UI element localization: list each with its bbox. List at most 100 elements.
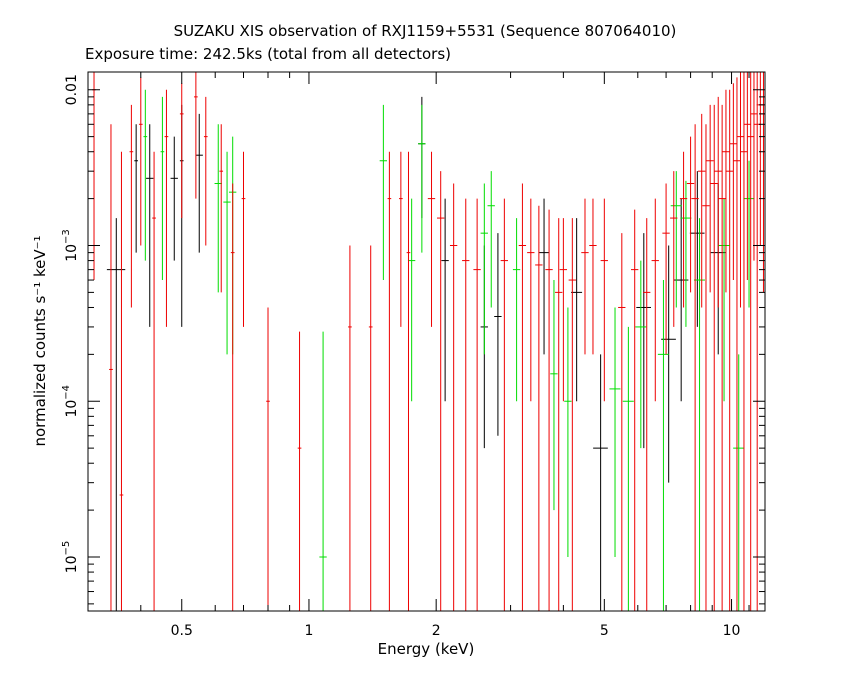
x-tick-label: 5 xyxy=(600,623,609,639)
y-tick-label: 10−3 xyxy=(61,229,80,262)
data-point xyxy=(746,72,755,611)
data-point xyxy=(555,218,563,611)
data-point xyxy=(407,198,416,402)
y-tick-label: 0.01 xyxy=(64,74,80,105)
data-point xyxy=(195,113,203,253)
data-point xyxy=(643,218,651,611)
data-point xyxy=(399,151,403,327)
data-point xyxy=(406,151,411,611)
data-point xyxy=(740,72,748,611)
data-point xyxy=(241,151,246,327)
data-point xyxy=(559,218,568,402)
data-point xyxy=(698,113,706,308)
data-point xyxy=(736,72,745,308)
data-point xyxy=(462,198,470,611)
series-2 xyxy=(92,72,765,611)
data-point xyxy=(630,209,639,611)
data-point xyxy=(348,245,352,611)
data-point xyxy=(564,307,572,557)
data-point xyxy=(297,331,302,611)
y-tick-label: 10−5 xyxy=(61,541,80,574)
data-point xyxy=(753,72,761,611)
data-point xyxy=(618,233,626,611)
series-1 xyxy=(143,89,755,611)
data-point xyxy=(550,280,558,511)
data-point xyxy=(680,180,692,327)
data-point xyxy=(92,72,96,281)
data-point xyxy=(651,198,659,402)
data-point xyxy=(714,96,722,308)
data-point xyxy=(693,218,705,611)
data-point xyxy=(679,151,688,308)
data-point xyxy=(379,104,388,281)
data-point xyxy=(581,198,589,355)
y-axis-label: normalized counts s⁻¹ keV⁻¹ xyxy=(31,235,49,446)
data-point xyxy=(689,171,705,327)
data-point xyxy=(134,124,138,253)
data-point xyxy=(662,183,670,355)
data-point xyxy=(266,307,270,611)
data-point xyxy=(691,124,699,611)
data-point xyxy=(441,198,449,402)
data-point xyxy=(230,183,235,611)
data-point xyxy=(600,198,608,402)
data-point xyxy=(368,245,373,611)
data-point xyxy=(214,124,222,293)
data-point xyxy=(636,233,652,449)
data-point xyxy=(119,151,124,611)
data-point xyxy=(718,104,726,611)
data-point xyxy=(670,171,678,327)
data-point xyxy=(756,72,764,246)
data-point xyxy=(494,233,502,436)
chart-title: SUZAKU XIS observation of RXJ1159+5531 (… xyxy=(173,22,677,40)
data-point xyxy=(500,198,508,611)
data-point xyxy=(593,354,608,611)
data-point xyxy=(750,72,758,261)
data-point xyxy=(725,89,734,611)
data-point xyxy=(512,218,521,402)
data-point xyxy=(473,198,481,611)
data-point xyxy=(203,96,208,246)
data-point xyxy=(129,104,134,308)
data-point xyxy=(449,183,458,611)
chart-subtitle: Exposure time: 242.5ks (total from all d… xyxy=(85,45,452,63)
x-tick-label: 0.5 xyxy=(171,623,193,639)
plot-frame xyxy=(87,71,766,612)
data-point xyxy=(635,260,647,449)
data-point xyxy=(152,151,156,611)
data-point xyxy=(535,205,543,611)
data-point xyxy=(733,77,741,611)
data-point xyxy=(743,160,755,308)
data-point xyxy=(718,198,730,402)
data-point xyxy=(146,124,154,327)
data-point xyxy=(109,124,113,611)
data-point xyxy=(527,198,535,402)
data-point xyxy=(686,136,695,293)
data-point xyxy=(418,104,426,253)
data-point xyxy=(657,280,669,611)
y-tick-label: 10−4 xyxy=(61,385,80,418)
data-point xyxy=(160,96,165,281)
axis-ticks: 0.5 1 2 5 10 10−5 10−4 10−3 0.01 xyxy=(61,72,766,639)
data-point xyxy=(538,198,550,355)
x-axis-label: Energy (keV) xyxy=(378,640,475,658)
data-point xyxy=(702,124,710,611)
data-point xyxy=(670,171,682,308)
data-point xyxy=(589,198,597,355)
data-point xyxy=(106,218,126,611)
data-point xyxy=(568,218,576,611)
data-point xyxy=(622,326,634,611)
data-point xyxy=(164,89,169,327)
data-point xyxy=(743,72,751,281)
data-point xyxy=(219,124,224,293)
x-tick-label: 10 xyxy=(723,623,741,639)
data-point xyxy=(571,218,583,402)
data-point xyxy=(722,89,730,293)
data-point xyxy=(733,354,745,611)
data-point xyxy=(545,209,553,611)
data-point xyxy=(319,331,327,611)
data-point xyxy=(170,136,178,261)
series-0 xyxy=(106,96,726,611)
data-point xyxy=(143,89,148,261)
